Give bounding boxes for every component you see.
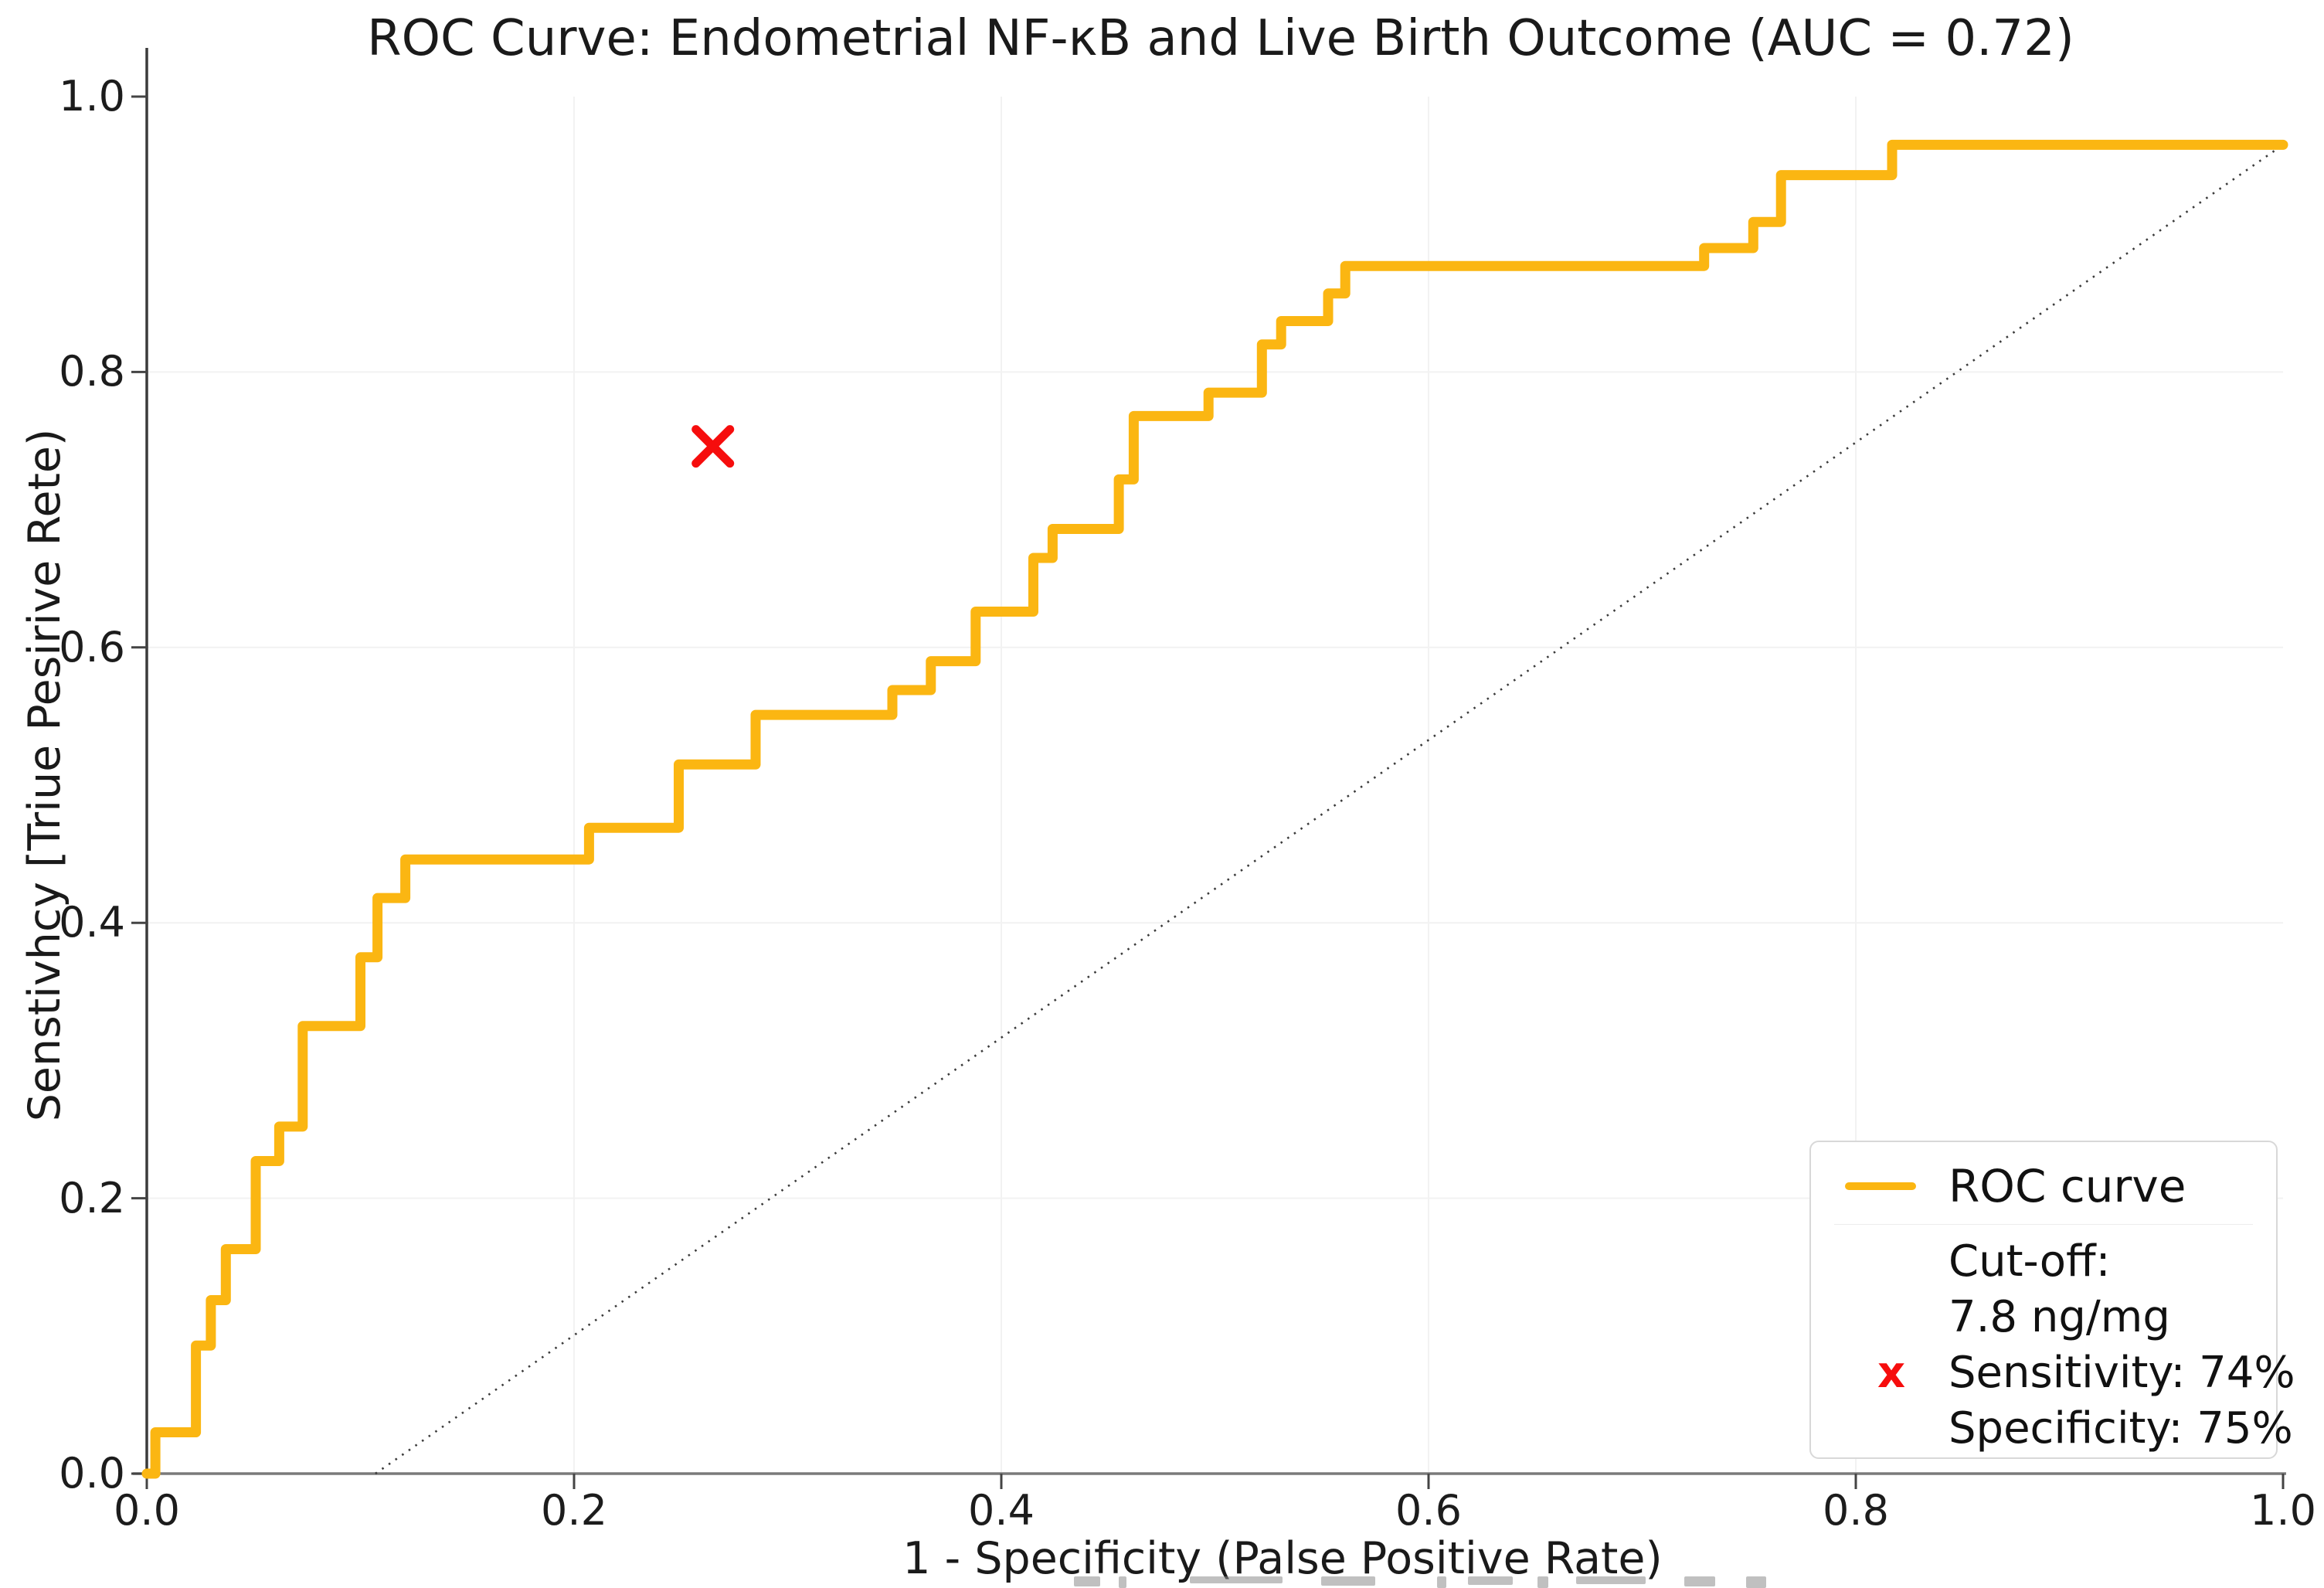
y-axis-label: Senstivhcy [Triue Pesirive Rete) (19, 428, 70, 1122)
x-tick-label: 0.8 (1823, 1486, 1889, 1535)
legend-sensitivity: Sensitivity: 74% (1949, 1348, 2295, 1398)
legend-cutoff-line2: 7.8 ng/mg (1949, 1292, 2170, 1342)
legend-roc-row: ROC curve (1834, 1156, 2253, 1216)
legend-cutoff-text: Cut-off: 7.8 ng/mg (1949, 1234, 2170, 1345)
legend-cutoff-row: Cut-off: 7.8 ng/mg (1834, 1234, 2253, 1345)
x-tick-label: 0.0 (114, 1486, 180, 1535)
x-tick-label: 0.4 (968, 1486, 1035, 1535)
y-tick-label: 0.2 (59, 1174, 125, 1222)
operating-point-x-icon (691, 425, 735, 468)
y-tick-label: 0.8 (59, 347, 125, 396)
y-tick-label: 0.0 (59, 1449, 125, 1498)
x-tick-label: 0.2 (541, 1486, 607, 1535)
red-x-marker-icon: x (1877, 1348, 1906, 1398)
roc-line-swatch (1845, 1182, 1916, 1190)
legend-box: ROC curve Cut-off: 7.8 ng/mg x Sensitivi… (1809, 1141, 2295, 1459)
x-axis-label: 1 - Specificity (Palse Positive Rate) (902, 1533, 1663, 1584)
legend-sens-spec-text: Sensitivity: 74% Specificity: 75% (1949, 1345, 2295, 1457)
x-tick-label: 0.6 (1395, 1486, 1462, 1535)
legend-specificity: Specificity: 75% (1949, 1403, 2293, 1454)
legend-operating-point-row: x Sensitivity: 74% Specificity: 75% (1834, 1345, 2295, 1457)
y-tick-label: 0.6 (59, 623, 125, 672)
legend-cutoff-line1: Cut-off: (1949, 1236, 2111, 1287)
legend-divider (1834, 1224, 2253, 1225)
y-tick-label: 1.0 (59, 72, 125, 121)
chart-title: ROC Curve: Endometrial NF-κB and Live Bi… (367, 10, 2074, 67)
clipped-caption-fragment (1074, 1576, 1862, 1588)
roc-curve-line (141, 139, 2288, 1479)
y-tick-label: 0.4 (59, 898, 125, 947)
x-tick-label: 1.0 (2250, 1486, 2316, 1535)
legend-roc-label: ROC curve (1949, 1160, 2186, 1212)
